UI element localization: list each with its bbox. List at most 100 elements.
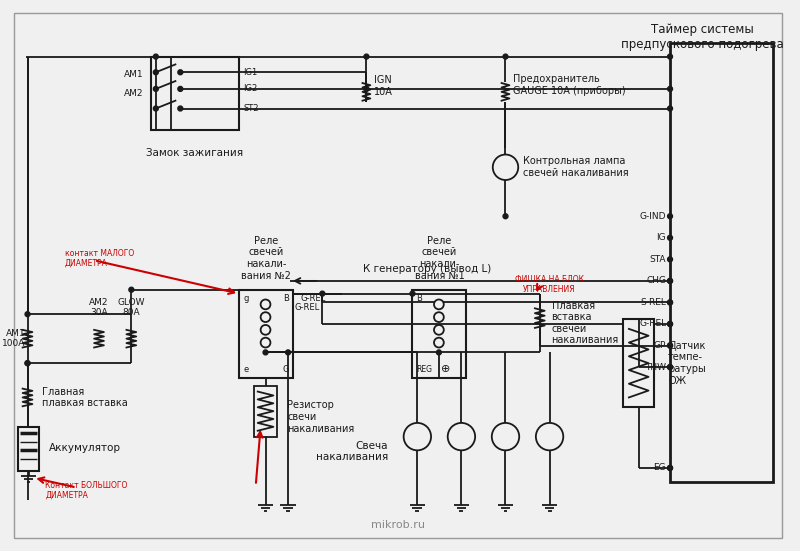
Text: IGN
10A: IGN 10A [374, 75, 393, 97]
Text: IG1: IG1 [243, 68, 258, 77]
Circle shape [667, 214, 673, 219]
Text: B: B [416, 294, 422, 302]
Text: G: G [282, 365, 289, 374]
Text: Аккумулятор: Аккумулятор [49, 444, 121, 453]
Text: CHG: CHG [646, 277, 666, 285]
Text: Реле
свечей
накали-
вания №2: Реле свечей накали- вания №2 [241, 236, 291, 280]
Circle shape [503, 54, 508, 59]
Bar [151, 57, 239, 130]
Circle shape [154, 106, 158, 111]
Circle shape [178, 70, 182, 75]
Text: ST2: ST2 [243, 104, 258, 113]
Circle shape [493, 154, 518, 180]
Circle shape [667, 300, 673, 305]
Circle shape [667, 106, 673, 111]
Circle shape [667, 87, 673, 91]
Circle shape [261, 338, 270, 348]
Text: AM2: AM2 [123, 89, 143, 98]
Text: ФИШКА НА БЛОК
УПРАВЛЕНИЯ: ФИШКА НА БЛОК УПРАВЛЕНИЯ [515, 275, 584, 294]
Bar [239, 290, 293, 378]
Circle shape [536, 423, 563, 450]
Circle shape [667, 278, 673, 283]
Text: e: e [243, 365, 248, 374]
Circle shape [667, 343, 673, 348]
Circle shape [261, 325, 270, 335]
Circle shape [667, 257, 673, 262]
Circle shape [667, 365, 673, 370]
Circle shape [667, 365, 673, 370]
Text: REG: REG [416, 365, 432, 374]
Circle shape [503, 214, 508, 219]
Text: IG2: IG2 [243, 84, 258, 94]
Text: G-REL: G-REL [295, 304, 320, 312]
Circle shape [667, 322, 673, 326]
Text: AM1: AM1 [123, 70, 143, 79]
Circle shape [667, 343, 673, 348]
Text: G-REL: G-REL [301, 294, 326, 302]
Text: Датчик
темпе-
ратуры
ОЖ: Датчик темпе- ратуры ОЖ [668, 341, 706, 386]
Text: B: B [283, 294, 289, 302]
Circle shape [404, 423, 431, 450]
Circle shape [492, 423, 519, 450]
Text: контакт МАЛОГО
ДИАМЕТРА: контакт МАЛОГО ДИАМЕТРА [65, 249, 134, 268]
Text: g: g [243, 294, 248, 302]
Circle shape [154, 54, 158, 59]
Circle shape [364, 87, 369, 91]
Text: Свеча
накаливания: Свеча накаливания [316, 440, 388, 462]
Text: EG: EG [654, 463, 666, 472]
Text: S-REL: S-REL [640, 298, 666, 307]
Circle shape [261, 312, 270, 322]
Text: AM1
100A: AM1 100A [2, 329, 26, 348]
Text: STA: STA [650, 255, 666, 264]
Circle shape [129, 287, 134, 292]
Circle shape [434, 325, 444, 335]
Text: GLOW
80A: GLOW 80A [118, 298, 145, 317]
Circle shape [448, 423, 475, 450]
Circle shape [25, 361, 30, 366]
Text: GP: GP [654, 341, 666, 350]
Bar [18, 427, 39, 471]
Circle shape [667, 322, 673, 326]
Circle shape [364, 54, 369, 59]
Circle shape [286, 350, 290, 355]
Bar [670, 43, 773, 482]
Text: Главная
плавкая вставка: Главная плавкая вставка [42, 387, 128, 408]
Bar [254, 386, 278, 436]
Text: Контакт БОЛЬШОГО
ДИАМЕТРА: Контакт БОЛЬШОГО ДИАМЕТРА [45, 480, 127, 500]
Circle shape [434, 300, 444, 309]
Text: ⊕: ⊕ [441, 364, 450, 374]
Text: AM2
30A: AM2 30A [90, 298, 109, 317]
Circle shape [437, 350, 442, 355]
Circle shape [261, 300, 270, 309]
Circle shape [667, 235, 673, 240]
Text: Таймер системы
предпускового подогрева: Таймер системы предпускового подогрева [621, 23, 783, 51]
Text: Контрольная лампа
свечей накаливания: Контрольная лампа свечей накаливания [523, 156, 629, 178]
Circle shape [178, 87, 182, 91]
Circle shape [434, 338, 444, 348]
Text: К генератору (вывод L): К генератору (вывод L) [363, 264, 491, 274]
Circle shape [667, 466, 673, 471]
Text: Предохранитель
GAUGE 10A (приборы): Предохранитель GAUGE 10A (приборы) [514, 74, 626, 96]
Circle shape [667, 466, 673, 471]
Circle shape [410, 291, 415, 296]
Text: Замок зажигания: Замок зажигания [146, 148, 243, 158]
Bar [413, 290, 466, 378]
Text: G-REL: G-REL [639, 320, 666, 328]
Bar [623, 319, 654, 407]
Text: Резистор
свечи
накаливания: Резистор свечи накаливания [287, 401, 354, 434]
Circle shape [154, 87, 158, 91]
Circle shape [667, 278, 673, 283]
Circle shape [263, 350, 268, 355]
Text: G-IND: G-IND [640, 212, 666, 221]
Text: IG: IG [657, 233, 666, 242]
Circle shape [667, 54, 673, 59]
Circle shape [320, 291, 325, 296]
Circle shape [178, 106, 182, 111]
Text: THW: THW [645, 363, 666, 371]
Circle shape [25, 361, 30, 366]
Text: Плавкая
вставка
свечей
накаливания: Плавкая вставка свечей накаливания [551, 301, 618, 345]
Circle shape [154, 70, 158, 75]
Text: mikrob.ru: mikrob.ru [370, 520, 425, 530]
Circle shape [25, 312, 30, 317]
Text: Реле
свечей
накали-
вания №1: Реле свечей накали- вания №1 [414, 236, 464, 280]
